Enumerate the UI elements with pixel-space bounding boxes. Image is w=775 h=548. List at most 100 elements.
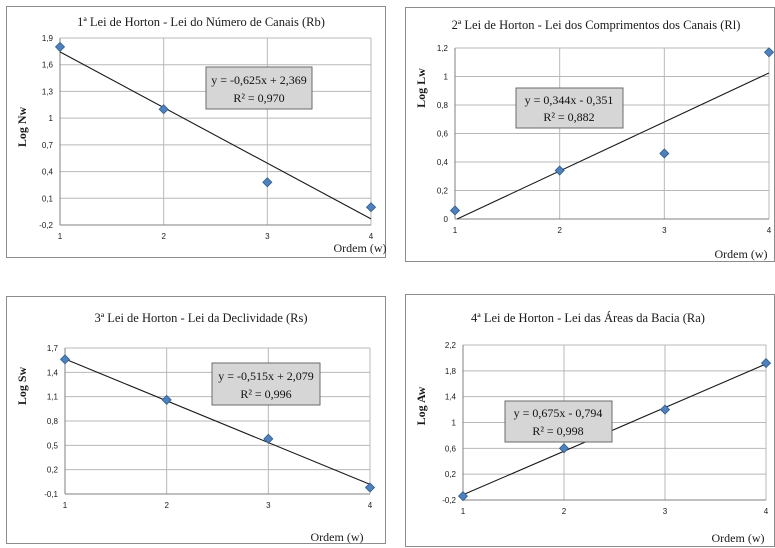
x-tick-label: 1 (453, 226, 458, 235)
data-point (161, 394, 172, 405)
y-tick-label: 2,2 (445, 341, 457, 350)
y-axis-label: Log Sw (15, 366, 29, 405)
chart-4-svg: 4ª Lei de Horton - Lei das Áreas da Baci… (414, 311, 772, 545)
x-tick-label: 3 (265, 232, 270, 241)
grid (462, 344, 767, 501)
chart-panel-3: 3ª Lei de Horton - Lei da Declividade (R… (6, 296, 386, 544)
data-point (54, 41, 66, 52)
x-axis-label: Ordem (w) (311, 530, 364, 544)
data-point (263, 433, 274, 444)
y-tick-label: 0,6 (445, 444, 457, 453)
x-tick-label: 3 (266, 501, 271, 510)
y-tick-label: 1 (452, 419, 457, 428)
x-tick-label: 3 (663, 507, 668, 516)
x-tick-label: 4 (764, 507, 769, 516)
y-axis-label: Log Lw (414, 68, 428, 108)
trendline-equation: y = -0,515x + 2,079 (218, 369, 314, 383)
y-tick-label: 1,2 (437, 44, 449, 53)
y-tick-label: 0,8 (47, 417, 59, 426)
chart-panel-4: 4ª Lei de Horton - Lei das Áreas da Baci… (405, 294, 775, 547)
x-tick-label: 3 (662, 226, 667, 235)
equation-box: y = 0,675x - 0,794 R² = 0,998 (504, 400, 613, 443)
tick-labels: 2,2 1,8 1,4 1 0,6 0,2 -0,2 1 2 3 4 (442, 341, 769, 516)
equation-box-background (504, 400, 613, 443)
equation-box-background (515, 87, 624, 129)
y-tick-label: 0,2 (445, 470, 457, 479)
x-tick-label: 4 (368, 501, 373, 510)
data-point (365, 202, 377, 213)
x-tick-label: 2 (161, 232, 166, 241)
y-tick-label: 1,4 (47, 368, 59, 377)
y-tick-label: 1 (444, 73, 449, 82)
data-points (59, 354, 376, 493)
data-points (457, 358, 772, 502)
y-axis-label: Log Aw (414, 386, 428, 425)
data-point (158, 104, 169, 115)
chart-title: 1ª Lei de Horton - Lei do Número de Cana… (77, 15, 325, 29)
x-tick-label: 1 (63, 501, 68, 510)
chart-3-svg: 3ª Lei de Horton - Lei da Declividade (R… (15, 311, 376, 544)
y-tick-label: 0,4 (42, 168, 54, 177)
y-tick-label: 0,6 (437, 130, 449, 139)
grid (64, 347, 371, 495)
y-tick-label: -0,1 (44, 490, 58, 499)
r-squared-label: R² = 0,970 (233, 91, 284, 105)
equation-box: y = 0,344x - 0,351 R² = 0,882 (515, 87, 624, 129)
y-tick-label: 1 (49, 114, 54, 123)
y-tick-label: 1,1 (47, 393, 59, 402)
chart-title: 2ª Lei de Horton - Lei dos Comprimentos … (452, 18, 741, 32)
trendline-equation: y = 0,675x - 0,794 (514, 406, 603, 420)
data-point (364, 482, 376, 493)
y-tick-label: -0,2 (442, 496, 456, 505)
trendline (59, 51, 372, 220)
data-point (659, 404, 671, 415)
x-axis-label: Ordem (w) (715, 247, 768, 261)
x-tick-label: 2 (562, 507, 567, 516)
chart-title: 4ª Lei de Horton - Lei das Áreas da Baci… (471, 311, 705, 325)
data-point (659, 148, 670, 159)
chart-1-svg: 1ª Lei de Horton - Lei do Número de Cana… (15, 15, 387, 255)
trendline-layer (64, 358, 371, 485)
chart-panel-2: 2ª Lei de Horton - Lei dos Comprimentos … (405, 7, 775, 262)
x-tick-label: 4 (369, 232, 374, 241)
x-tick-label: 1 (461, 507, 466, 516)
y-tick-label: 0,8 (437, 101, 449, 110)
y-tick-label: 0,5 (47, 441, 59, 450)
y-tick-label: 0,1 (42, 194, 54, 203)
y-tick-label: 1,7 (47, 344, 59, 353)
tick-labels: 1,9 1,6 1,3 1 0,7 0,4 0,1 -0,2 1 2 3 4 (39, 34, 374, 241)
r-squared-label: R² = 0,996 (240, 387, 291, 401)
data-point (262, 177, 273, 188)
x-tick-label: 1 (58, 232, 63, 241)
x-axis-label: Ordem (w) (712, 531, 765, 545)
y-tick-label: 1,6 (42, 61, 54, 70)
y-axis-label: Log Nw (15, 107, 29, 148)
grid (454, 47, 770, 220)
y-tick-label: 1,4 (445, 393, 457, 402)
y-tick-label: 0 (444, 215, 449, 224)
data-point (457, 491, 469, 502)
trendline-layer (456, 72, 770, 220)
chart-panel-1: 1ª Lei de Horton - Lei do Número de Cana… (6, 6, 386, 258)
x-tick-label: 2 (557, 226, 562, 235)
trendline-layer (462, 363, 767, 496)
y-tick-label: 1,3 (42, 87, 54, 96)
trendline (462, 363, 767, 496)
data-points (449, 47, 775, 216)
data-point (763, 47, 775, 58)
trendline (456, 72, 770, 220)
data-point (59, 354, 71, 365)
y-tick-label: 0,2 (47, 466, 59, 475)
chart-title: 3ª Lei de Horton - Lei da Declividade (R… (94, 311, 307, 325)
x-axis-label: Ordem (w) (334, 241, 387, 255)
tick-labels: 1,210,80,60,40,201 2 3 4 (437, 44, 772, 235)
x-tick-label: 4 (767, 226, 772, 235)
data-point (449, 205, 461, 216)
chart-2-svg: 2ª Lei de Horton - Lei dos Comprimentos … (414, 18, 775, 261)
y-tick-label: 0,7 (42, 141, 54, 150)
r-squared-label: R² = 0,998 (532, 424, 583, 438)
equation-box-background (211, 362, 321, 406)
trendline-equation: y = -0,625x + 2,369 (211, 73, 307, 87)
trendline (64, 358, 371, 485)
equation-box-background (205, 66, 313, 110)
